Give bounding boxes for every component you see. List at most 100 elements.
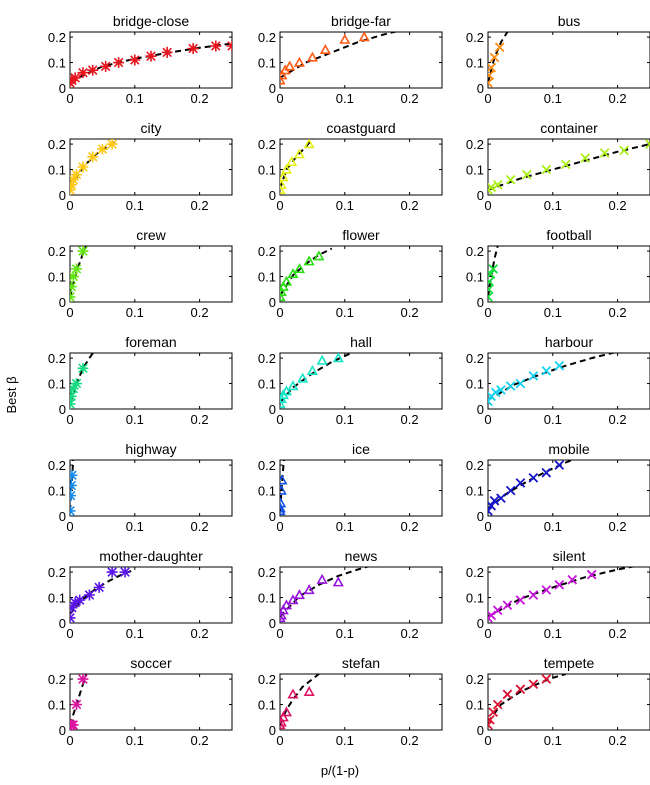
panel-frame [279,673,443,731]
data-point [303,584,315,595]
x-tick-label: 0.2 [609,519,627,534]
y-tick-label: 0.1 [48,591,66,606]
data-point [488,610,497,621]
data-point [293,56,305,67]
data-point [77,67,89,79]
panel-container: container 00 0.1 0.1 0.2 0.2 [466,120,650,213]
data-point [71,378,82,390]
y-tick-label: 0 [59,81,66,96]
y-tick-label: 0 [269,81,276,96]
data-point [280,716,287,727]
panel-title: tempete [544,655,595,671]
y-tick-label: 0.1 [466,377,484,392]
data-point [515,684,526,695]
data-point [492,605,503,616]
data-point [541,365,552,376]
data-point [70,390,77,402]
data-point [280,163,293,174]
data-point [528,371,539,381]
data-point [210,40,222,52]
data-point [70,469,78,481]
data-point [488,720,493,730]
plot-area [280,353,352,409]
data-point [515,595,526,605]
y-tick-label: 0.1 [48,270,66,285]
data-point [488,506,493,516]
data-point [488,182,497,193]
x-tick-label: 0.1 [544,412,562,427]
y-tick-label: 0 [477,723,484,738]
data-point [488,396,493,407]
x-tick-label: 0 [66,626,73,641]
plot-area [280,247,333,302]
data-point [505,381,516,391]
y-tick-label: 0.2 [48,244,66,259]
data-point [280,719,286,730]
panel-title: city [141,120,162,136]
panel-frame [487,31,650,89]
y-tick-label: 0.2 [258,244,276,259]
data-point [554,579,565,590]
y-tick-label: 0 [59,509,66,524]
data-point [280,502,286,513]
data-point [488,284,494,295]
x-tick-label: 0 [484,733,491,748]
x-axis-label: p/(1-p) [321,763,359,778]
data-point [286,156,298,167]
data-point [488,500,497,511]
panel-title: crew [136,227,166,243]
panel-frame [69,352,233,410]
x-tick-label: 0.2 [191,91,209,106]
x-tick-label: 0 [484,412,491,427]
data-point [70,291,76,302]
data-point [280,497,287,508]
data-point [280,474,288,485]
data-point [93,581,105,593]
data-point [96,143,108,155]
fit-line [488,567,636,618]
panel-frame [69,138,233,196]
x-tick-label: 0 [276,91,283,106]
data-point [74,594,86,606]
data-point [83,589,95,601]
panel-hall: hall 00 0.1 0.1 0.2 0.2 [258,334,443,427]
y-tick-label: 0 [269,723,276,738]
plot-area [488,353,617,407]
data-point [554,460,565,470]
data-point [488,292,493,302]
panel-frame [487,673,650,731]
data-point [489,495,500,506]
fit-line [280,32,399,79]
data-point [71,699,82,711]
plot-area [70,567,136,623]
data-point [280,711,289,722]
data-point [145,50,157,62]
data-point [528,472,539,483]
x-tick-label: 0.1 [126,519,144,534]
x-tick-label: 0.2 [191,626,209,641]
panel-city: city 00 0.1 0.1 0.2 0.2 [48,120,233,213]
y-tick-label: 0.2 [48,672,66,687]
x-tick-label: 0.1 [126,305,144,320]
x-tick-label: 0.1 [336,626,354,641]
data-point [70,505,76,516]
y-tick-label: 0.1 [466,698,484,713]
x-tick-label: 0.1 [544,733,562,748]
y-tick-label: 0.1 [466,163,484,178]
y-tick-label: 0 [477,295,484,310]
panel-mobile: mobile 00 0.1 0.1 0.2 0.2 [466,441,650,534]
x-tick-label: 0.1 [126,626,144,641]
data-point [70,612,76,623]
data-point [505,174,516,185]
y-tick-label: 0.2 [466,30,484,45]
data-point [77,246,89,257]
data-point [70,271,79,283]
data-point [316,354,328,365]
panel-title: bridge-far [331,13,391,29]
x-tick-label: 0.2 [191,519,209,534]
data-point [119,567,131,578]
y-tick-label: 0 [269,402,276,417]
data-point [293,263,305,274]
data-point [303,139,315,149]
data-point [70,398,76,409]
